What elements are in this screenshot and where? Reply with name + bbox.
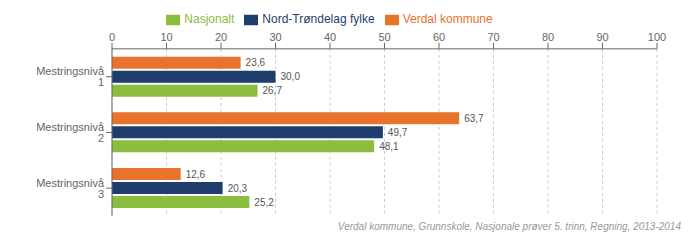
svg-text:26,7: 26,7 xyxy=(263,85,283,96)
svg-text:23,6: 23,6 xyxy=(246,57,266,68)
svg-text:50: 50 xyxy=(378,31,390,43)
svg-text:63,7: 63,7 xyxy=(464,113,484,124)
svg-text:40: 40 xyxy=(324,31,336,43)
svg-text:70: 70 xyxy=(487,31,499,43)
svg-text:20,3: 20,3 xyxy=(228,183,248,194)
svg-text:80: 80 xyxy=(542,31,554,43)
html-text:Nasjonalt: Nasjonalt xyxy=(184,12,235,26)
svg-text:Mestringsnivå1: Mestringsnivå1 xyxy=(36,65,105,88)
svg-text:48,1: 48,1 xyxy=(379,141,399,152)
svg-text:30: 30 xyxy=(269,31,281,43)
svg-text:Mestringsnivå2: Mestringsnivå2 xyxy=(36,121,105,144)
svg-text:100: 100 xyxy=(648,31,666,43)
svg-text:60: 60 xyxy=(433,31,445,43)
svg-text:20: 20 xyxy=(215,31,227,43)
svg-text:49,7: 49,7 xyxy=(388,127,408,138)
svg-text:0: 0 xyxy=(109,31,115,43)
svg-text:25,2: 25,2 xyxy=(254,197,274,208)
html-text:Verdal kommune: Verdal kommune xyxy=(402,12,493,26)
html-text:Verdal kommune, Grunnskole, Na: Verdal kommune, Grunnskole, Nasjonale pr… xyxy=(337,221,681,232)
svg-text:10: 10 xyxy=(160,31,172,43)
svg-text:90: 90 xyxy=(596,31,608,43)
svg-text:Mestringsnivå3: Mestringsnivå3 xyxy=(36,177,105,200)
svg-text:12,6: 12,6 xyxy=(186,169,206,180)
svg-text:30,0: 30,0 xyxy=(281,71,301,82)
html-text:Nord-Trøndelag fylke: Nord-Trøndelag fylke xyxy=(262,12,375,26)
